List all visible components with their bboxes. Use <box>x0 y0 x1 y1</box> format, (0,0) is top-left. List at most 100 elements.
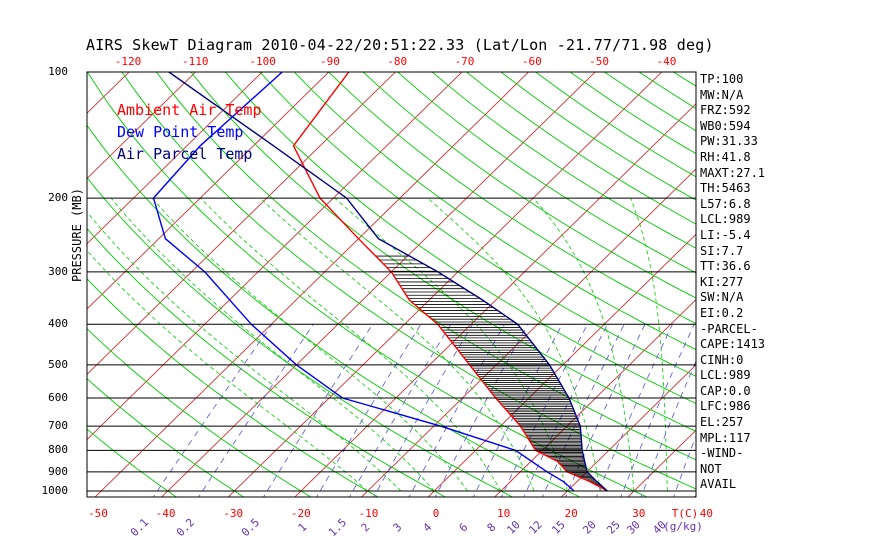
dry-adiabat <box>224 72 696 404</box>
mixing-ratio-unit: (g/kg) <box>663 520 703 533</box>
moist-adiabat <box>110 197 435 492</box>
mixing-ratio-line <box>198 324 314 497</box>
mixing-ratio-label: 20 <box>580 518 599 537</box>
moist-adiabat <box>200 197 502 492</box>
dry-adiabat <box>87 227 447 497</box>
isotherm-line <box>494 298 696 497</box>
dry-adiabat <box>328 72 696 325</box>
mixing-ratio-line <box>408 324 505 497</box>
isotherm-line <box>0 67 67 501</box>
isotherm-line <box>161 72 596 497</box>
param-item: MPL:117 <box>700 430 751 445</box>
plot-frame <box>86 71 697 498</box>
moist-adiabat <box>87 211 402 492</box>
sounding-parameters: TP:100 MW:N/A FRZ:592 WB0:594 PW:31.33 RH:41.… <box>700 72 765 493</box>
isotherm-line <box>87 72 130 114</box>
mixing-ratio-label: 10 <box>504 518 523 537</box>
top-temp-label: -50 <box>589 55 609 68</box>
mixing-ratio-line <box>565 324 646 497</box>
mixing-ratio-line <box>541 324 625 497</box>
mixing-ratio-label: 1 <box>296 521 310 535</box>
param-item: -PARCEL- <box>700 321 758 336</box>
bottom-temp-label: 40 <box>700 507 713 520</box>
top-temp-label: -110 <box>182 55 209 68</box>
mixing-ratio-line <box>500 324 588 497</box>
top-temp-label: -100 <box>249 55 276 68</box>
pressure-tick-500: 500 <box>48 357 68 371</box>
mixing-ratio-label: 12 <box>526 518 545 537</box>
pressure-tick-300: 300 <box>48 264 68 278</box>
isotherm-line <box>757 67 870 501</box>
param-item: WB0:594 <box>700 118 751 133</box>
mixing-ratio-label: 1.5 <box>326 516 349 539</box>
param-item: FRZ:592 <box>700 103 751 118</box>
param-item: SI:7.7 <box>700 243 744 258</box>
mixing-ratio-label: 30 <box>624 518 643 537</box>
top-temp-label: -70 <box>455 55 475 68</box>
param-item: L57:6.8 <box>700 196 751 211</box>
dry-adiabat <box>87 428 178 497</box>
y-axis-label: PRESSURE (MB) <box>70 188 84 282</box>
top-temp-label: -40 <box>656 55 676 68</box>
top-temp-label: -60 <box>522 55 542 68</box>
mixing-ratio-label: 25 <box>604 518 623 537</box>
isotherm-line <box>560 364 696 497</box>
param-item: TT:36.6 <box>700 259 751 274</box>
mixing-ratio-line <box>152 324 273 497</box>
mixing-ratio-line <box>595 324 673 497</box>
mixing-ratio-line <box>620 324 695 497</box>
param-item: MW:N/A <box>700 87 744 102</box>
dry-adiabat <box>87 124 581 497</box>
dry-adiabat <box>190 72 696 432</box>
param-item: LI:-5.4 <box>700 227 751 242</box>
isotherm-line <box>824 67 870 501</box>
bottom-axis-unit: T(C) <box>672 507 699 520</box>
mixing-ratio-line <box>316 324 422 497</box>
bottom-temp-label: -10 <box>358 507 378 520</box>
param-item: EI:0.2 <box>700 305 744 320</box>
bottom-temp-label: 10 <box>497 507 510 520</box>
mixing-ratio-line <box>262 324 373 497</box>
isotherm-line <box>294 103 696 497</box>
param-item: CAP:0.0 <box>700 383 751 398</box>
bottom-temp-label: 20 <box>565 507 578 520</box>
moist-adiabat <box>87 249 368 492</box>
legend-dewpoint: Dew Point Temp <box>117 123 244 141</box>
param-item: AVAIL <box>700 477 737 492</box>
bottom-temp-label: -40 <box>156 507 176 520</box>
isotherm-line <box>94 72 530 497</box>
param-item: LCL:989 <box>700 212 751 227</box>
dry-adiabat <box>293 72 696 351</box>
param-item: LFC:986 <box>700 399 751 414</box>
mixing-ratio-label: 0.1 <box>128 516 151 539</box>
pressure-tick-200: 200 <box>48 191 68 205</box>
param-item: NOT <box>700 461 722 476</box>
bottom-temp-label: -50 <box>88 507 108 520</box>
param-item: LCL:989 <box>700 368 751 383</box>
bottom-temp-label: -30 <box>223 507 243 520</box>
parcel-temp-line <box>168 72 608 492</box>
bottom-temp-label: 30 <box>632 507 645 520</box>
pressure-tick-700: 700 <box>48 419 68 433</box>
dry-adiabat <box>87 328 312 497</box>
mixing-ratio-line <box>523 324 608 497</box>
mixing-ratio-line <box>373 324 473 497</box>
param-item: TH:5463 <box>700 181 751 196</box>
mixing-ratio-line <box>434 324 529 497</box>
param-item: CINH:0 <box>700 352 744 367</box>
param-item: PW:31.33 <box>700 134 758 149</box>
pressure-tick-1000: 1000 <box>41 484 69 497</box>
dry-adiabat <box>87 72 649 497</box>
mixing-ratio-label: 6 <box>457 521 471 535</box>
pressure-tick-600: 600 <box>48 391 68 405</box>
chart-title: AIRS SkewT Diagram 2010-04-22/20:51:22.3… <box>86 36 714 54</box>
top-temp-label: -120 <box>115 55 142 68</box>
dry-adiabat <box>397 72 696 274</box>
isotherm-line <box>360 168 696 497</box>
pressure-tick-900: 900 <box>48 464 68 478</box>
dry-adiabat <box>431 72 696 249</box>
top-temp-label: -90 <box>320 55 340 68</box>
param-item: EL:257 <box>700 415 744 430</box>
mixing-ratio-label: 0.2 <box>174 516 197 539</box>
